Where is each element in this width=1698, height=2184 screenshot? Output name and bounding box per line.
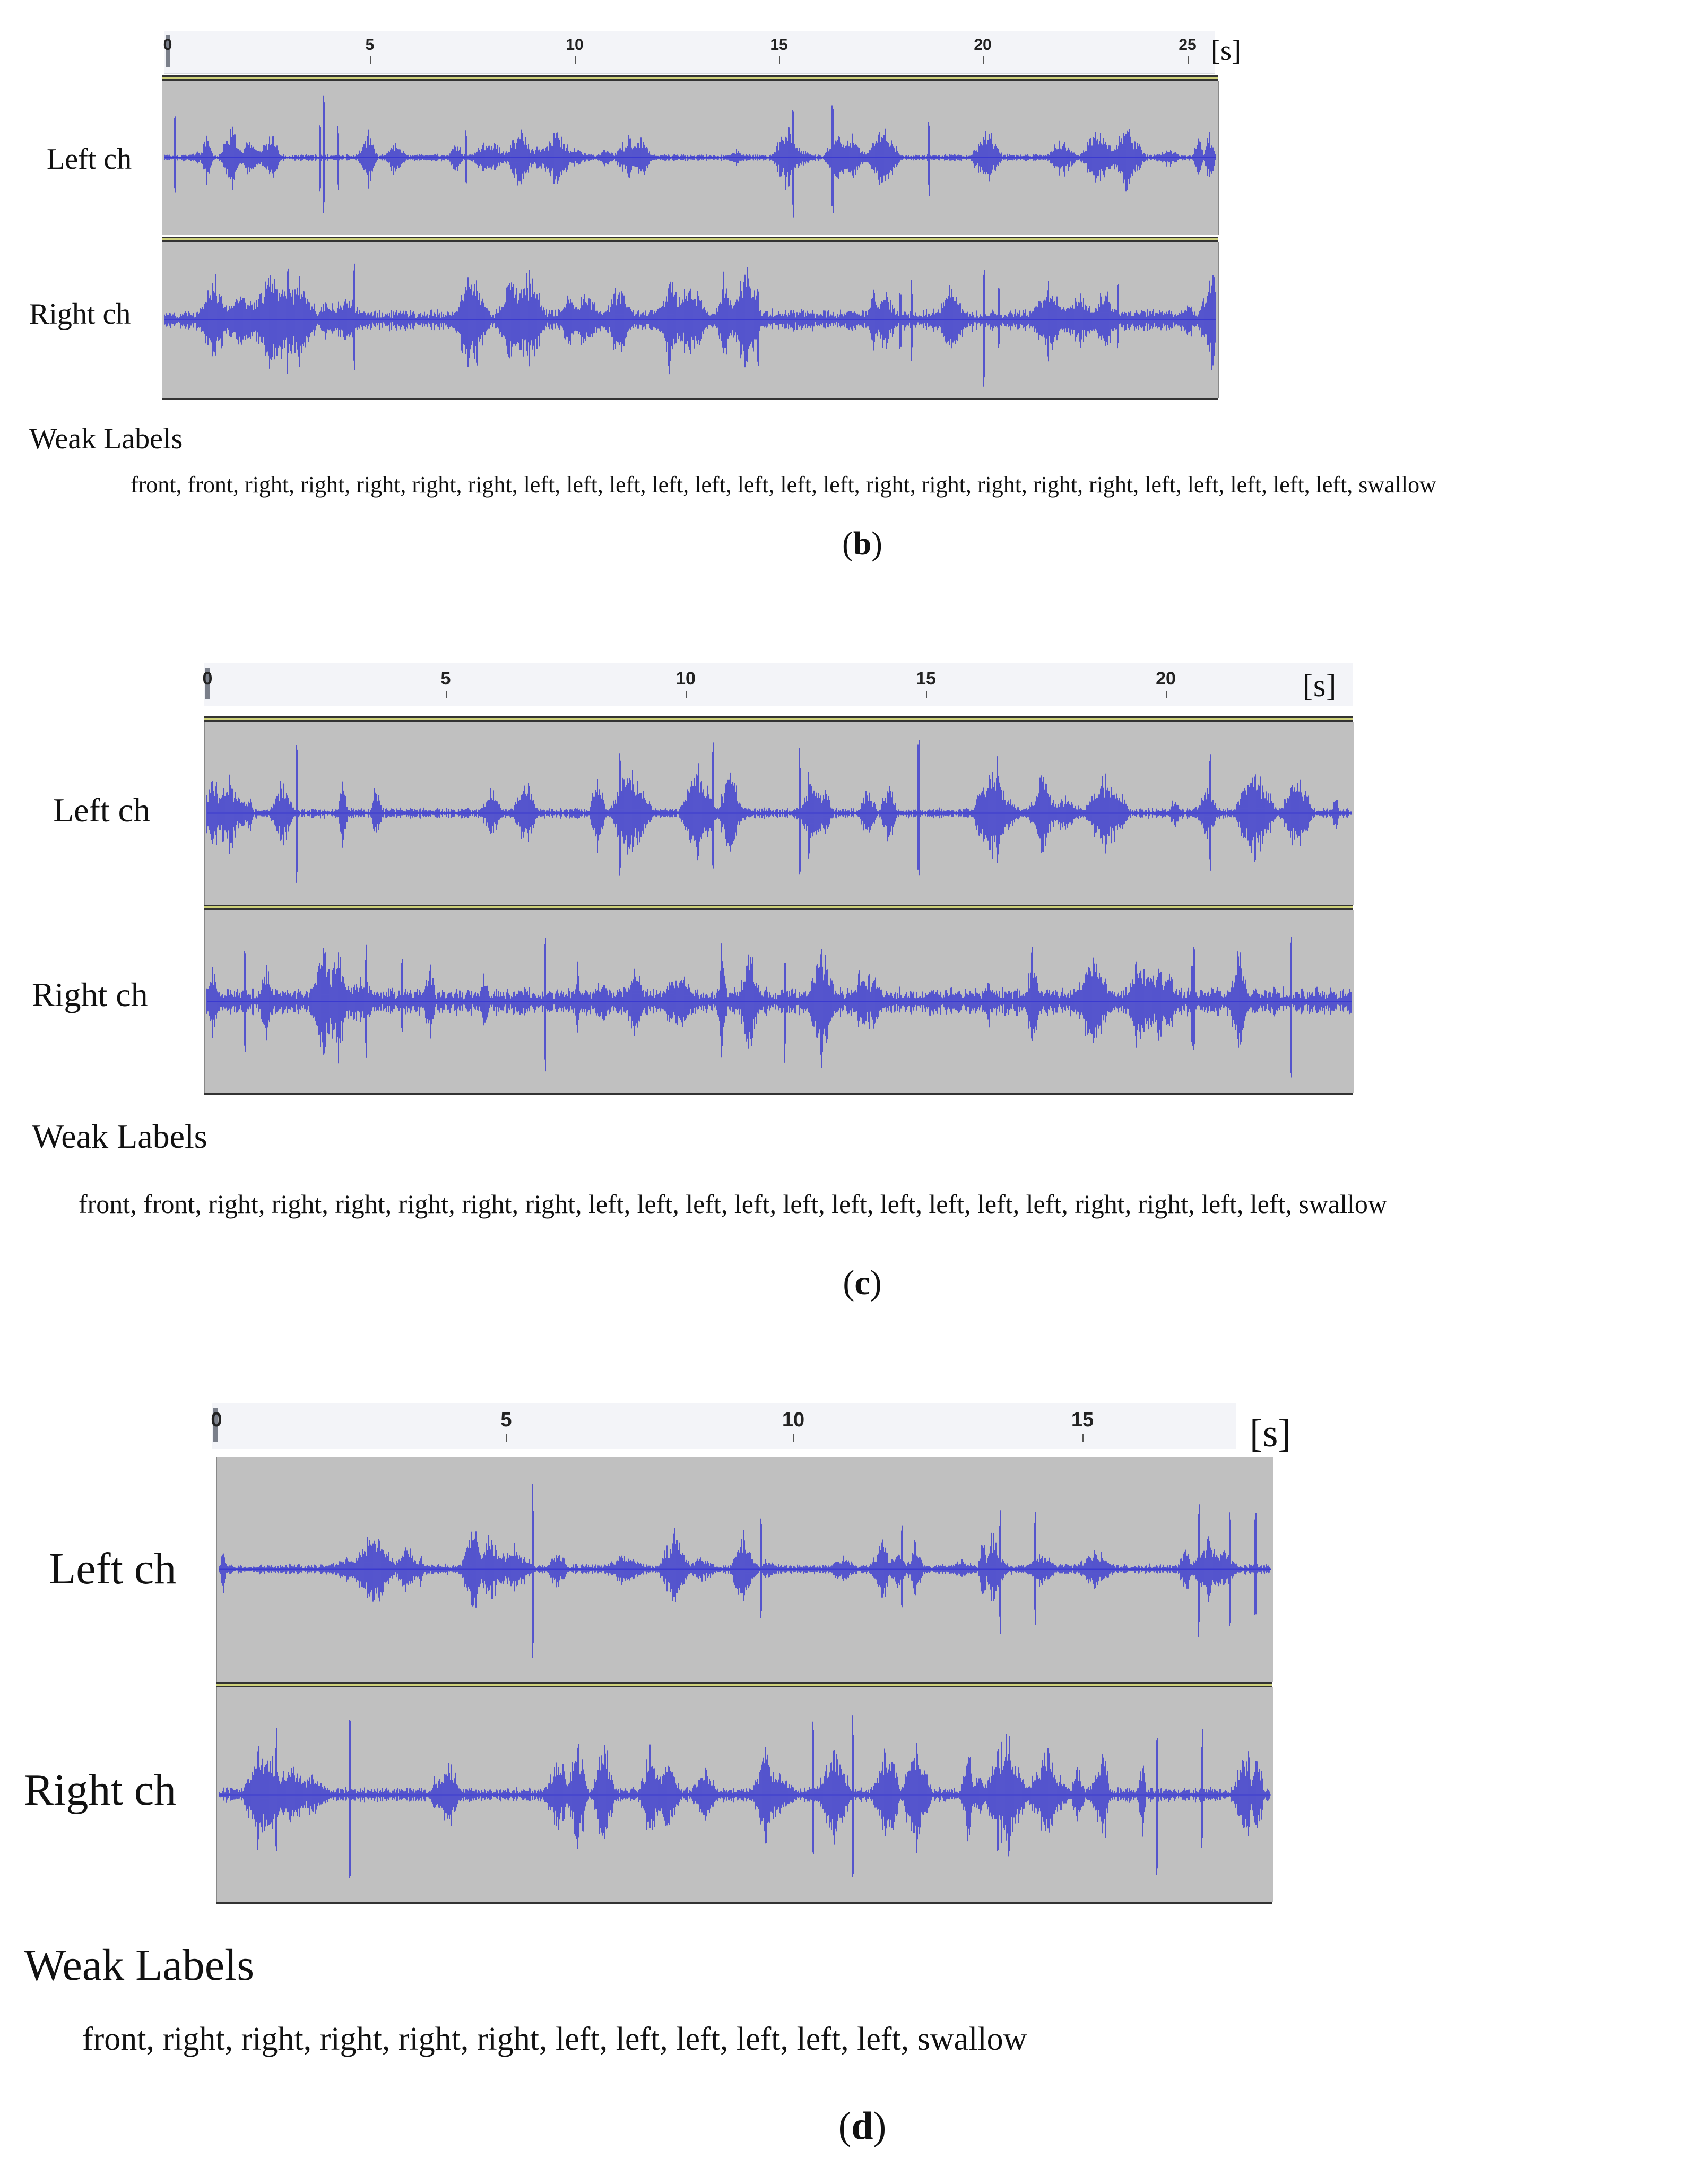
right-channel-waveform (206, 937, 1352, 1078)
right-channel-waveform (164, 263, 1216, 387)
ruler-tick-label: 10 (675, 669, 696, 689)
waveform-trace (219, 1484, 1270, 1658)
weak-labels-title: Weak Labels (24, 1940, 255, 1990)
ruler-tick-label: 15 (916, 669, 936, 689)
right-channel-track-c (204, 910, 1354, 1093)
weak-labels-list: front, right, right, right, right, right… (82, 2021, 1027, 2057)
left-channel-waveform (219, 1484, 1271, 1658)
time-unit-label: [s] (1211, 34, 1241, 66)
time-ruler-c: 0 5 10 15 20 (202, 663, 1353, 706)
left-channel-track-b (162, 81, 1219, 235)
ruler-tick-label: 10 (566, 36, 584, 54)
right-channel-waveform (219, 1715, 1271, 1878)
time-unit-label: [s] (1303, 668, 1337, 703)
waveform-trace (164, 95, 1216, 218)
time-unit-label: [s] (1250, 1412, 1292, 1455)
left-channel-label: Left ch (49, 1544, 177, 1593)
ruler-tick-label: 10 (782, 1409, 805, 1431)
ruler-zero-marker (205, 668, 210, 699)
ruler-tick-label: 0 (211, 1409, 222, 1431)
ruler-tick-label: 0 (202, 669, 213, 689)
weak-labels-title: Weak Labels (32, 1117, 207, 1155)
panel-caption-c: (c) (843, 1263, 882, 1302)
ruler-tick-label: 5 (440, 669, 451, 689)
ruler-tick-label: 20 (974, 36, 992, 54)
ruler-tick-label: 15 (1071, 1409, 1094, 1431)
ruler-zero-marker (213, 1408, 218, 1442)
left-channel-label: Left ch (53, 791, 150, 829)
time-ruler-b: 0 5 10 15 20 25 (163, 31, 1215, 74)
left-channel-track-d (216, 1457, 1274, 1682)
waveform-trace (164, 263, 1216, 387)
weak-labels-list: front, front, right, right, right, right… (79, 1189, 1388, 1219)
panel-caption-b: (b) (842, 526, 882, 562)
ruler-tick-label: 5 (365, 36, 375, 54)
waveform-trace (206, 937, 1352, 1078)
ruler-tick-label: 5 (500, 1409, 512, 1431)
left-channel-waveform (206, 740, 1352, 883)
right-channel-track-b (162, 242, 1219, 398)
right-channel-track-d (216, 1687, 1274, 1902)
left-channel-waveform (164, 95, 1216, 218)
waveform-trace (219, 1715, 1270, 1878)
ruler-tick-label: 20 (1156, 669, 1176, 689)
right-channel-label: Right ch (24, 1765, 176, 1815)
ruler-tick-label: 25 (1179, 36, 1197, 54)
ruler-zero-marker (166, 35, 170, 67)
left-channel-label: Left ch (47, 143, 132, 176)
right-channel-label: Right ch (29, 298, 131, 331)
weak-labels-title: Weak Labels (29, 422, 183, 455)
ruler-tick-label: 15 (770, 36, 788, 54)
right-channel-label: Right ch (32, 976, 148, 1013)
left-channel-track-c (204, 722, 1354, 905)
panel-caption-d: (d) (838, 2104, 887, 2148)
waveform-trace (206, 740, 1352, 883)
weak-labels-list: front, front, right, right, right, right… (131, 472, 1436, 498)
time-ruler-d: 0 5 10 15 (211, 1403, 1236, 1449)
ruler-tick-label: 0 (163, 36, 172, 54)
